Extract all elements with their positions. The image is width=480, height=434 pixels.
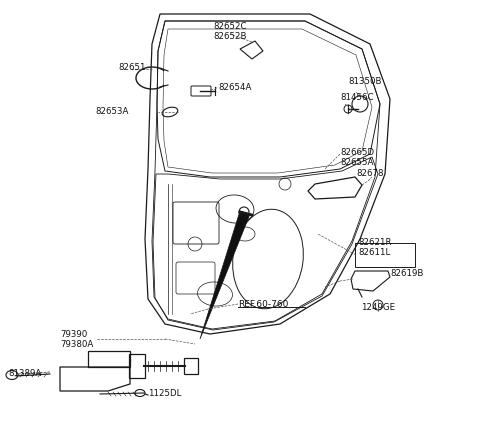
Text: 81350B: 81350B: [348, 77, 382, 86]
Text: 1249GE: 1249GE: [361, 303, 395, 312]
Text: 82665D
82655A: 82665D 82655A: [340, 148, 374, 167]
Text: 82621R
82611L: 82621R 82611L: [358, 237, 392, 257]
Text: 82619B: 82619B: [390, 269, 423, 278]
Text: REF.60-760: REF.60-760: [238, 300, 288, 309]
Text: 82651: 82651: [118, 63, 145, 72]
Text: 1125DL: 1125DL: [148, 388, 181, 398]
Text: 82654A: 82654A: [218, 83, 252, 92]
Text: 81389A: 81389A: [8, 368, 41, 378]
Text: 79390
79380A: 79390 79380A: [60, 329, 93, 349]
Text: 82653A: 82653A: [95, 107, 128, 116]
Polygon shape: [200, 211, 250, 339]
Text: 81456C: 81456C: [340, 92, 373, 101]
Text: 82678: 82678: [356, 169, 384, 178]
Text: 82652C
82652B: 82652C 82652B: [213, 22, 247, 41]
